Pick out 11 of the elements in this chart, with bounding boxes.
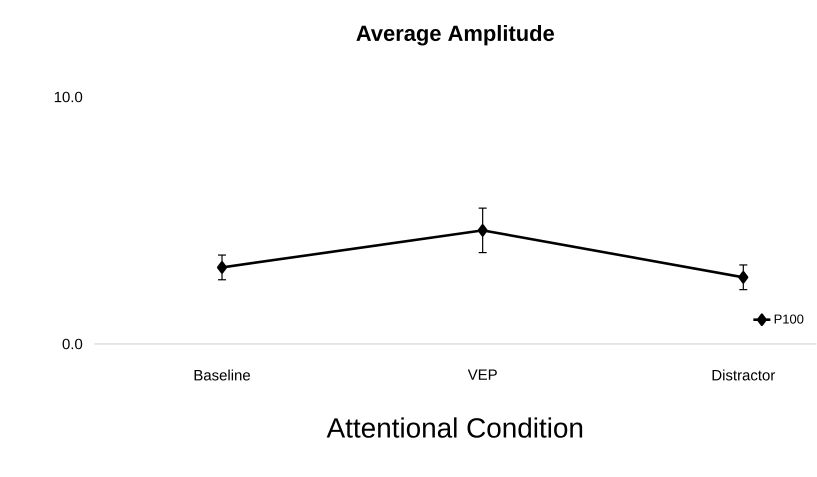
x-tick-label: Baseline bbox=[194, 370, 250, 380]
legend-label: P100 bbox=[774, 314, 804, 324]
x-tick-label: VEP bbox=[468, 370, 497, 380]
point bbox=[478, 224, 488, 237]
y-tick-label: 0.0 bbox=[62, 338, 82, 350]
chart-title: Average Amplitude bbox=[356, 24, 554, 46]
point bbox=[216, 261, 228, 274]
x-tick-label: Distractor bbox=[712, 370, 776, 380]
y-tick-label: 10.0 bbox=[54, 92, 82, 102]
x-axis-title: Attentional Condition bbox=[326, 417, 582, 438]
point bbox=[738, 271, 748, 284]
